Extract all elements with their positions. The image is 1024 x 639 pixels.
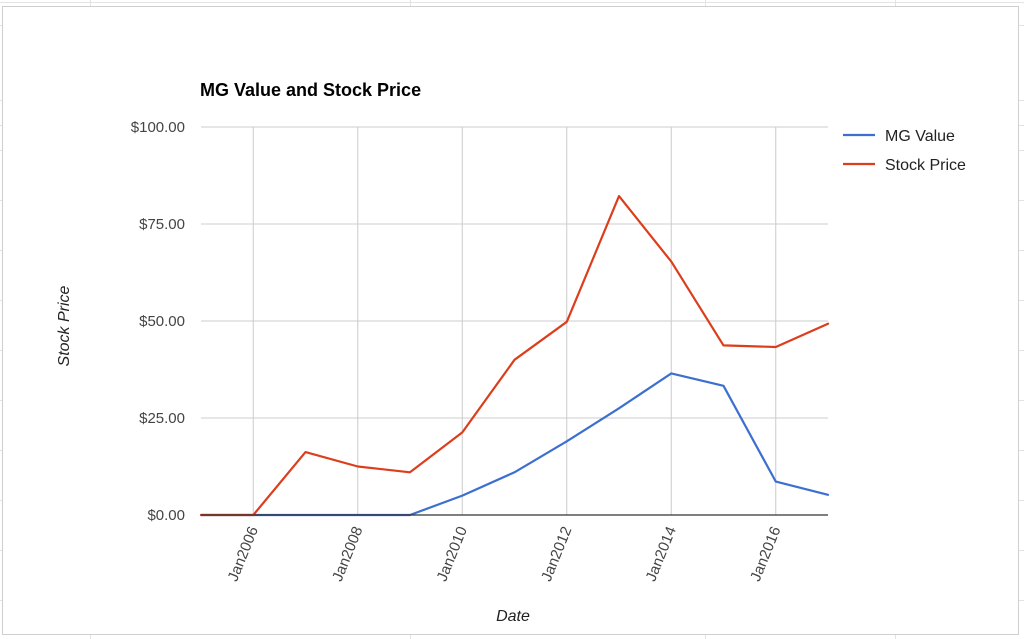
y-tick-label: $100.00 [131,119,185,136]
x-axis-title: Date [496,608,530,625]
sheet-row-line [0,2,1024,3]
chart-gridlines [201,126,828,515]
stock-price-line [199,195,830,517]
y-tick-label: $75.00 [139,216,185,233]
x-tick-label: Jan2012 [538,524,575,584]
chart-series [199,195,830,517]
legend-label-mg-value: MG Value [885,128,955,145]
x-tick-label: Jan2008 [329,524,366,584]
chart-container[interactable]: $0.00 $25.00 $50.00 $75.00 $100.00 Jan2006 Jan… [2,6,1019,635]
legend-label-stock-price: Stock Price [885,157,966,174]
chart-legend[interactable]: MG Value Stock Price [843,128,966,174]
x-tick-label: Jan2014 [643,524,680,584]
x-tick-label: Jan2010 [434,524,471,584]
x-tick-label: Jan2016 [747,524,784,584]
y-tick-label: $50.00 [139,313,185,330]
y-axis-title: Stock Price [56,285,73,366]
y-tick-label: $25.00 [139,410,185,427]
mg-value-line [199,372,830,517]
line-chart[interactable]: $0.00 $25.00 $50.00 $75.00 $100.00 Jan2006 Jan… [3,7,1018,634]
y-tick-label: $0.00 [147,507,185,524]
chart-title: MG Value and Stock Price [200,80,421,100]
x-tick-label: Jan2006 [225,524,262,584]
